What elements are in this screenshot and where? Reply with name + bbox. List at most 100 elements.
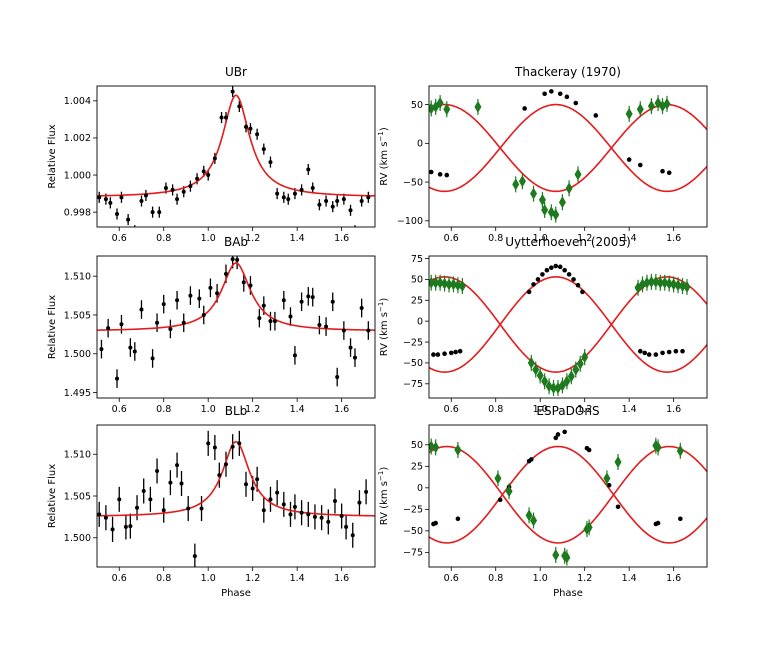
- data-point: [155, 468, 160, 473]
- x-tick-label: 0.6: [444, 573, 459, 584]
- data-point: [197, 296, 202, 301]
- rv-secondary-point: [552, 548, 560, 561]
- rv-primary-point: [580, 289, 585, 295]
- x-tick-label: 1.0: [201, 573, 216, 584]
- data-point: [119, 322, 124, 327]
- y-tick-label: 0.998: [64, 207, 91, 218]
- y-axis-label: Relative Flux: [47, 124, 58, 188]
- rv-primary-point: [429, 169, 434, 175]
- data-point: [208, 285, 213, 290]
- data-point: [292, 191, 297, 196]
- x-tick-label: 1.6: [334, 404, 349, 415]
- rv-secondary-point: [530, 514, 538, 527]
- data-point: [348, 208, 353, 213]
- data-point: [352, 355, 357, 360]
- rv-secondary-point: [652, 275, 660, 288]
- data-point: [237, 104, 242, 109]
- rv-secondary-point: [625, 107, 633, 120]
- y-tick-label: 50: [411, 275, 423, 286]
- y-tick-label: −100: [397, 216, 423, 227]
- data-point: [310, 295, 315, 300]
- rv-secondary-point: [567, 370, 575, 383]
- rv-secondary-point: [647, 100, 655, 113]
- data-point: [126, 217, 131, 222]
- data-point: [306, 294, 311, 299]
- plot-area: [429, 89, 707, 223]
- data-point: [175, 298, 180, 303]
- rv-secondary-point: [581, 351, 589, 364]
- model-curve: [97, 262, 375, 331]
- axes-frame: [96, 424, 376, 568]
- data-point: [188, 293, 193, 298]
- rv-primary-point: [660, 350, 665, 356]
- y-tick-label: −75: [403, 548, 423, 559]
- data-point: [339, 514, 344, 519]
- x-tick-label: 0.8: [156, 233, 171, 244]
- y-axis-label: RV (km s−1): [377, 467, 390, 526]
- y-tick-label: 50: [411, 100, 423, 111]
- data-point: [312, 514, 317, 519]
- rv-secondary-point: [429, 440, 435, 453]
- data-point: [275, 191, 280, 196]
- data-point: [212, 156, 217, 161]
- y-tick-label: 1.505: [64, 310, 91, 321]
- x-tick-label: 1.4: [290, 233, 305, 244]
- y-tick-label: 25: [411, 296, 423, 307]
- y-tick-label: 1.004: [64, 96, 91, 107]
- data-point: [157, 210, 162, 215]
- data-point: [310, 186, 315, 191]
- data-point: [366, 328, 371, 333]
- data-point: [115, 212, 120, 217]
- data-point: [230, 89, 235, 94]
- x-tick-label: 1.6: [334, 233, 349, 244]
- rv-secondary-point: [436, 276, 444, 289]
- rv-model-secondary: [429, 445, 707, 544]
- rv-secondary-point: [505, 485, 513, 498]
- data-point: [199, 506, 204, 511]
- rv-primary-point: [564, 94, 570, 100]
- x-tick-label: 1.4: [622, 404, 637, 415]
- data-point: [335, 199, 340, 204]
- rv-primary-point: [557, 91, 563, 97]
- data-point: [163, 186, 168, 191]
- data-point: [261, 303, 266, 308]
- plot-area: [429, 263, 707, 396]
- data-point: [292, 504, 297, 509]
- x-tick-label: 1.4: [290, 573, 305, 584]
- y-tick-label: 1.500: [64, 533, 91, 544]
- rv-primary-point: [615, 504, 621, 510]
- data-point: [324, 199, 329, 204]
- rv-primary-point: [637, 348, 643, 354]
- y-tick-label: 1.000: [64, 170, 91, 181]
- data-point: [223, 271, 228, 276]
- y-axis-label: Relative Flux: [47, 464, 58, 528]
- axes-frame: [96, 255, 376, 399]
- rv-secondary-point: [563, 375, 571, 388]
- data-point: [317, 202, 322, 207]
- data-point: [148, 497, 153, 502]
- data-point: [117, 497, 122, 502]
- data-point: [261, 508, 266, 513]
- data-point: [132, 349, 137, 354]
- x-tick-label: 0.6: [444, 404, 459, 415]
- rv-secondary-point: [436, 97, 444, 110]
- data-point: [206, 441, 211, 446]
- rv-primary-point: [666, 170, 672, 176]
- data-point: [99, 347, 104, 352]
- data-point: [108, 200, 113, 205]
- data-point: [350, 533, 355, 538]
- data-point: [181, 189, 186, 194]
- data-point: [344, 524, 349, 529]
- rv-primary-point: [566, 272, 572, 277]
- data-point: [306, 167, 311, 172]
- y-tick-label: 0: [417, 483, 423, 494]
- rv-primary-point: [433, 520, 438, 526]
- data-point: [257, 316, 262, 321]
- x-tick-label: 0.6: [112, 233, 127, 244]
- y-tick-label: −50: [403, 358, 423, 369]
- x-tick-label: 1.2: [577, 404, 592, 415]
- rv-primary-point: [606, 482, 612, 488]
- x-tick-label: 0.8: [488, 573, 503, 584]
- data-point: [155, 320, 160, 325]
- rv-primary-point: [457, 348, 463, 354]
